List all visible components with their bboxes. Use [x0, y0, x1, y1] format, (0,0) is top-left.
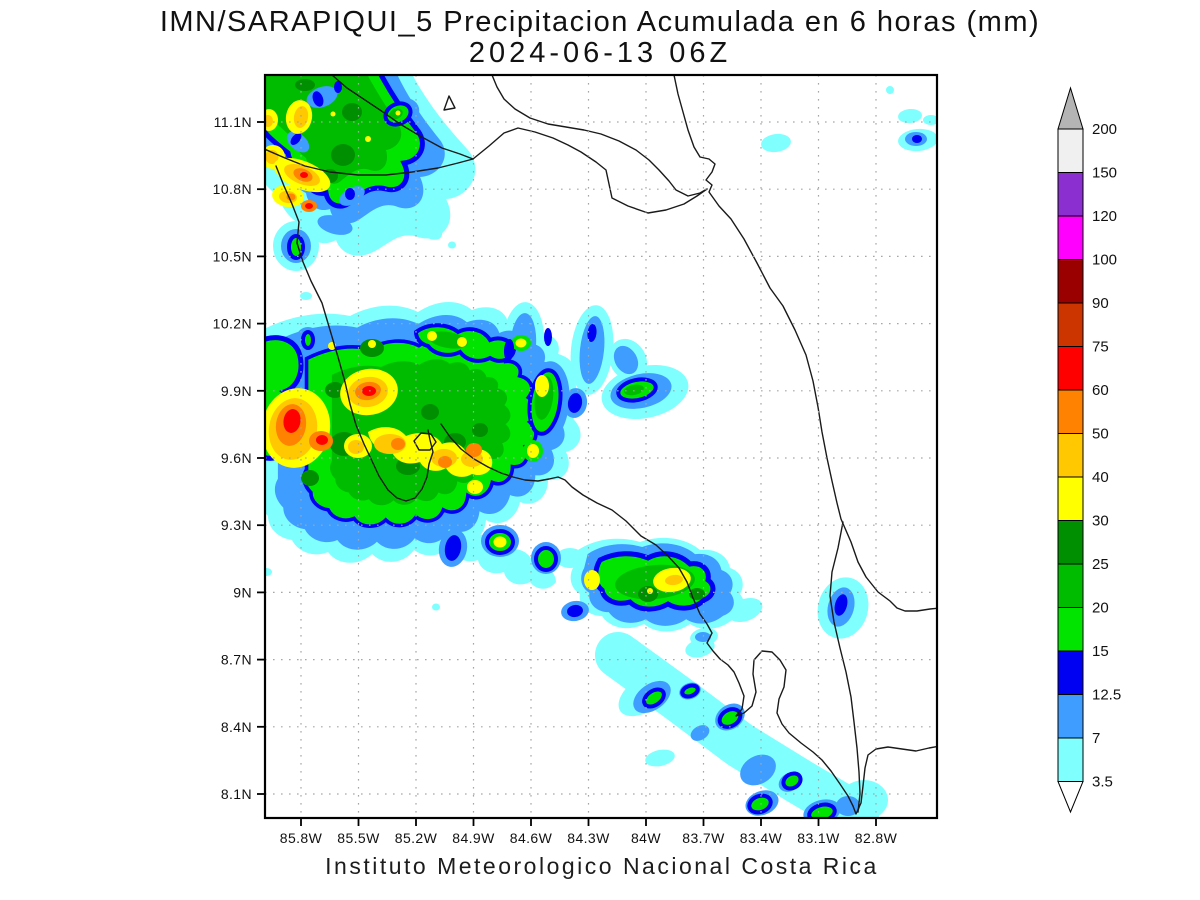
- nicaragua-border: [265, 148, 474, 176]
- map-area: [265, 75, 937, 818]
- y-tick-label: 9N: [233, 584, 252, 600]
- colorbar-label: 30: [1092, 513, 1109, 530]
- colorbar-segment: [1057, 433, 1084, 478]
- colorbar-segment: [1057, 476, 1084, 521]
- plot-frame: [263, 73, 939, 820]
- colorbar-segment: [1057, 563, 1084, 608]
- coastline-layer: [265, 75, 937, 815]
- y-tick-label: 9.6N: [221, 450, 252, 466]
- colorbar-label: 20: [1092, 600, 1109, 617]
- colorbar-segment: [1057, 172, 1084, 217]
- colorbar-segment: [1057, 607, 1084, 652]
- colorbar-label: 60: [1092, 382, 1109, 399]
- y-tick-label: 11.1N: [214, 114, 252, 130]
- chart-subtitle: 2024-06-13 06Z: [468, 37, 732, 69]
- y-tick-label: 8.1N: [221, 786, 252, 802]
- x-tick-label: 82.8W: [855, 830, 898, 846]
- colorbar-segment: [1057, 302, 1084, 347]
- precipitation-field: [265, 75, 937, 818]
- lake-nicaragua-shore: [331, 75, 474, 160]
- x-tick-label: 83.4W: [740, 830, 783, 846]
- precip-cluster-nw: [265, 75, 425, 410]
- colorbar-segment: [1057, 389, 1084, 434]
- panama-border: [829, 521, 861, 813]
- san-juan-river-south: [491, 75, 708, 197]
- colorbar-label: 120: [1092, 208, 1117, 225]
- colorbar-segment: [1057, 259, 1084, 304]
- y-tick-label: 8.4N: [221, 719, 252, 735]
- axis-ticks: 85.8W 85.5W 85.2W 84.9W 84.6W 84.3W 84W 83.7W 83…: [213, 114, 898, 846]
- colorbar-label: 7: [1092, 730, 1100, 747]
- x-tick-label: 85.2W: [395, 830, 438, 846]
- colorbar-segment: [1057, 346, 1084, 391]
- colorbar-label: 15: [1092, 643, 1109, 660]
- x-tick-label: 85.5W: [337, 830, 380, 846]
- x-tick-label: 84W: [631, 830, 661, 846]
- lake-island: [443, 95, 456, 111]
- y-tick-label: 10.5N: [213, 248, 252, 264]
- y-tick-label: 9.3N: [221, 517, 252, 533]
- precip-cell-9n: [567, 551, 848, 618]
- colorbar-segment: [1057, 215, 1084, 260]
- x-tick-label: 83.1W: [797, 830, 840, 846]
- y-tick-label: 10.2N: [213, 316, 252, 332]
- colorbar-segment: [1057, 128, 1084, 173]
- colorbar-label: 40: [1092, 469, 1109, 486]
- x-tick-label: 85.8W: [280, 830, 323, 846]
- colorbar-label: 12.5: [1092, 687, 1121, 704]
- x-tick-label: 84.6W: [510, 830, 553, 846]
- chart-title: IMN/SARAPIQUI_5 Precipitacion Acumulada …: [159, 6, 1041, 38]
- colorbar-label: 100: [1092, 252, 1117, 269]
- colorbar-over-arrow: [1057, 86, 1084, 130]
- colorbar-label: 150: [1092, 165, 1117, 182]
- colorbar-label: 200: [1092, 121, 1117, 138]
- san-juan-river-north: [472, 127, 708, 214]
- gulf-of-nicoya-coast: [440, 423, 937, 815]
- colorbar-segment: [1057, 737, 1084, 782]
- precip-cluster-central: [265, 323, 658, 572]
- x-tick-label: 84.3W: [567, 830, 610, 846]
- caribbean-coast: [673, 75, 937, 612]
- precip-cells-caribbean: [912, 135, 922, 143]
- colorbar-label: 25: [1092, 556, 1109, 573]
- colorbar-segment: [1057, 694, 1084, 739]
- colorbar-segment: [1057, 520, 1084, 565]
- x-tick-label: 83.7W: [682, 830, 725, 846]
- colorbar: 3.5 7 12.5 15 20 25 30 40 50 60 75 90 100 120 150 200: [1057, 86, 1121, 814]
- y-tick-label: 9.9N: [221, 383, 252, 399]
- colorbar-label: 50: [1092, 426, 1109, 443]
- gulf-island: [413, 432, 437, 451]
- y-tick-label: 10.8N: [213, 181, 252, 197]
- colorbar-label: 3.5: [1092, 774, 1113, 791]
- colorbar-under-arrow: [1057, 781, 1084, 814]
- grid-layer: [265, 75, 937, 818]
- pacific-coast: [275, 165, 434, 502]
- y-tick-label: 8.7N: [221, 652, 252, 668]
- x-tick-label: 84.9W: [452, 830, 495, 846]
- credit-footer: Instituto Meteorologico Nacional Costa R…: [325, 853, 879, 879]
- colorbar-label: 90: [1092, 295, 1109, 312]
- colorbar-segment: [1057, 650, 1084, 695]
- colorbar-label: 75: [1092, 339, 1109, 356]
